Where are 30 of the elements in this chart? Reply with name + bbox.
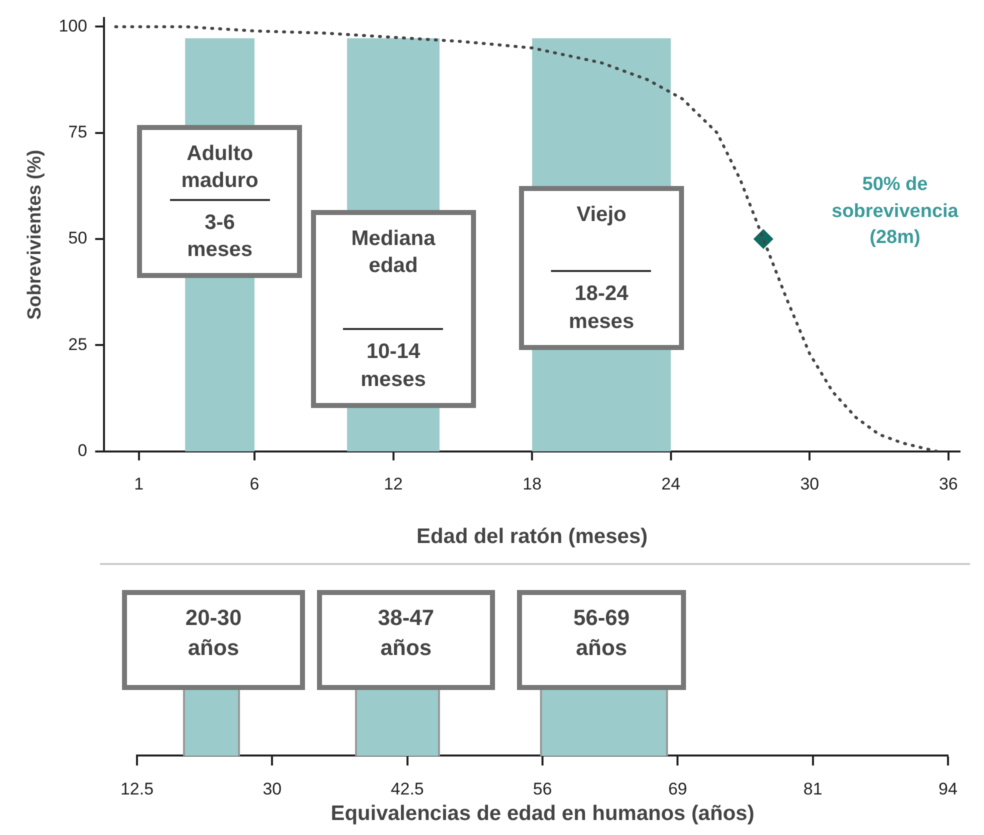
y-tick-label: 25 — [68, 334, 88, 354]
x-tick-label: 36 — [938, 474, 958, 494]
category-label: 81 — [803, 779, 822, 798]
label-box: 56-69 años — [517, 590, 686, 690]
annotation: 50% de sobrevivencia (28m) — [830, 173, 960, 250]
text: Equivalencias de edad en humanos (años) — [330, 802, 754, 826]
x-tick-label: 30 — [800, 474, 820, 494]
label-box: Viejo 18-24 meses — [518, 186, 684, 350]
y-axis-title: Sobrevivientes (%) — [24, 150, 46, 320]
category-label: 12.5 — [120, 779, 154, 798]
x-tick-label: 6 — [250, 474, 260, 494]
x-tick-label: 18 — [522, 474, 542, 494]
category-label: 42.5 — [390, 779, 424, 798]
band-label: Adulto maduro 3-6 meses — [180, 141, 260, 263]
label-box: 38-47 años — [317, 590, 495, 690]
y-tick-label: 100 — [58, 16, 88, 36]
x-tick-label: 12 — [384, 474, 403, 494]
category-label: 69 — [668, 779, 688, 798]
y-tick-label: 0 — [78, 441, 88, 460]
category-label: 30 — [262, 779, 282, 798]
y-tick-label: 50 — [68, 228, 88, 248]
category-label: 94 — [938, 779, 958, 798]
category-label: 56 — [533, 779, 552, 798]
x-tick-label: 24 — [661, 474, 680, 494]
label-box: 20-30 años — [122, 590, 305, 690]
x-axis-title: Edad del ratón (meses) — [416, 525, 648, 548]
x-tick-label: 1 — [134, 474, 144, 494]
label-box: Adulto maduro 3-6 meses — [137, 125, 302, 278]
y-tick-label: 75 — [68, 122, 88, 142]
label-box: Mediana edad 10-14 meses — [310, 210, 476, 408]
